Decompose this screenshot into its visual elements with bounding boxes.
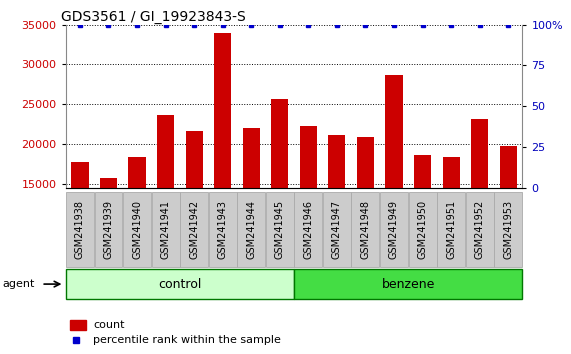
Text: percentile rank within the sample: percentile rank within the sample: [93, 335, 281, 345]
Bar: [186, 131, 203, 303]
Text: GSM241940: GSM241940: [132, 200, 142, 258]
FancyBboxPatch shape: [66, 192, 94, 267]
FancyBboxPatch shape: [380, 192, 408, 267]
FancyBboxPatch shape: [238, 192, 266, 267]
Text: GDS3561 / GI_19923843-S: GDS3561 / GI_19923843-S: [61, 10, 246, 24]
FancyBboxPatch shape: [295, 192, 322, 267]
Text: agent: agent: [3, 279, 35, 289]
Text: control: control: [158, 278, 202, 291]
Bar: [71, 162, 89, 303]
Bar: [243, 128, 260, 303]
Bar: [414, 155, 431, 303]
Text: GSM241949: GSM241949: [389, 200, 399, 258]
Bar: [357, 137, 374, 303]
Bar: [70, 320, 86, 330]
FancyBboxPatch shape: [294, 269, 522, 299]
FancyBboxPatch shape: [266, 192, 294, 267]
Text: GSM241953: GSM241953: [503, 199, 513, 259]
FancyBboxPatch shape: [180, 192, 208, 267]
Bar: [214, 33, 231, 303]
Text: GSM241946: GSM241946: [303, 200, 313, 258]
FancyBboxPatch shape: [437, 192, 465, 267]
Bar: [157, 115, 174, 303]
FancyBboxPatch shape: [123, 192, 151, 267]
Text: GSM241942: GSM241942: [189, 199, 199, 259]
FancyBboxPatch shape: [409, 192, 436, 267]
FancyBboxPatch shape: [351, 192, 380, 267]
FancyBboxPatch shape: [494, 192, 522, 267]
FancyBboxPatch shape: [209, 192, 237, 267]
Text: benzene: benzene: [381, 278, 435, 291]
Bar: [500, 145, 517, 303]
Bar: [100, 178, 117, 303]
FancyBboxPatch shape: [466, 192, 493, 267]
Text: GSM241938: GSM241938: [75, 200, 85, 258]
Text: GSM241939: GSM241939: [103, 200, 114, 258]
Text: GSM241945: GSM241945: [275, 199, 285, 259]
Bar: [328, 135, 345, 303]
Text: GSM241951: GSM241951: [446, 199, 456, 259]
Text: GSM241941: GSM241941: [160, 200, 171, 258]
Bar: [471, 119, 488, 303]
Text: GSM241947: GSM241947: [332, 199, 342, 259]
Bar: [300, 126, 317, 303]
Text: GSM241948: GSM241948: [360, 200, 371, 258]
Text: count: count: [93, 320, 124, 330]
FancyBboxPatch shape: [95, 192, 123, 267]
Bar: [271, 99, 288, 303]
Text: GSM241944: GSM241944: [246, 200, 256, 258]
Bar: [385, 75, 403, 303]
Text: GSM241950: GSM241950: [417, 199, 428, 259]
Text: GSM241943: GSM241943: [218, 200, 228, 258]
FancyBboxPatch shape: [152, 192, 179, 267]
Text: GSM241952: GSM241952: [475, 199, 485, 259]
Bar: [128, 158, 146, 303]
FancyBboxPatch shape: [323, 192, 351, 267]
FancyBboxPatch shape: [66, 269, 294, 299]
Bar: [443, 158, 460, 303]
